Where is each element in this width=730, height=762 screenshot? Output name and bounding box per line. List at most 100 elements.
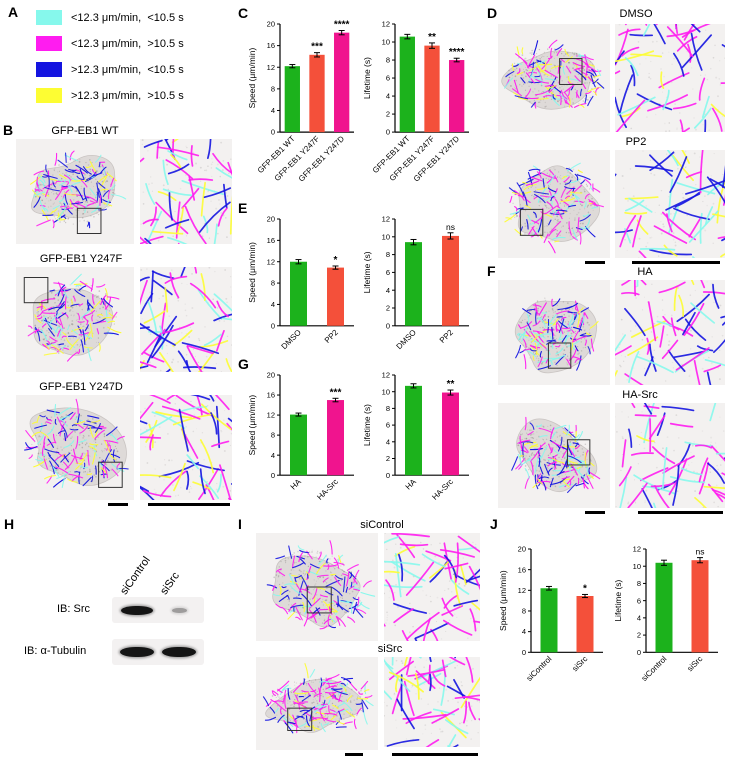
scale-bar	[392, 753, 478, 756]
micrograph-inset	[140, 395, 232, 500]
svg-text:DMSO: DMSO	[280, 328, 303, 351]
lifetime-bar-chart: 0 2 4 6 8 10 12 Lifetime (s) DMSO ns PP2	[361, 205, 475, 355]
micrograph	[498, 150, 610, 258]
svg-text:PP2: PP2	[438, 327, 455, 344]
speed-bar-chart: 0 4 8 12 16 20 Speed (μm/min) HA *** HA-Src	[246, 361, 360, 513]
svg-text:8: 8	[386, 404, 390, 413]
micrograph-svg	[615, 150, 725, 258]
micrograph-svg	[256, 657, 378, 750]
lifetime-bar-chart: 0 2 4 6 8 10 12 Lifetime (s) HA ** HA-Src	[361, 361, 475, 513]
bar-chart-svg: 0 2 4 6 8 10 12 Lifetime (s) HA ** HA-Src	[362, 371, 469, 502]
micrograph-svg	[615, 403, 725, 508]
svg-text:8: 8	[522, 607, 526, 616]
svg-text:20: 20	[267, 371, 275, 380]
micrograph-svg	[498, 280, 610, 385]
blot-band	[162, 647, 197, 657]
svg-text:Lifetime (s): Lifetime (s)	[362, 251, 372, 293]
svg-text:HA: HA	[289, 477, 304, 492]
svg-text:0: 0	[386, 471, 390, 480]
svg-text:6: 6	[637, 596, 641, 605]
micrograph-inset	[140, 139, 232, 244]
legend-swatch-cyan	[36, 10, 62, 25]
svg-text:Speed (μm/min): Speed (μm/min)	[498, 570, 508, 631]
svg-text:PP2: PP2	[323, 327, 340, 344]
speed-bar-chart: 0 4 8 12 16 20 Speed (μm/min) siControl * siSrc	[497, 535, 609, 703]
svg-text:siSrc: siSrc	[685, 654, 704, 673]
micrograph-inset	[615, 280, 725, 385]
svg-text:Lifetime (s): Lifetime (s)	[362, 57, 372, 99]
svg-text:Lifetime (s): Lifetime (s)	[362, 404, 372, 446]
svg-text:10: 10	[382, 38, 390, 47]
svg-text:12: 12	[633, 545, 641, 554]
panel-label-d: D	[487, 5, 498, 21]
svg-text:*: *	[334, 255, 338, 266]
svg-text:2: 2	[386, 304, 390, 313]
svg-text:4: 4	[271, 451, 275, 460]
bar-chart-svg: 0 2 4 6 8 10 12 Lifetime (s) DMSO ns PP2	[362, 215, 469, 351]
svg-text:10: 10	[382, 387, 390, 396]
micrograph-svg	[256, 533, 378, 641]
micrograph-inset	[615, 403, 725, 508]
svg-text:***: ***	[330, 387, 342, 398]
svg-text:0: 0	[637, 648, 641, 657]
micrograph-inset	[615, 24, 725, 132]
scale-bar	[638, 511, 723, 514]
svg-text:16: 16	[267, 41, 275, 50]
blot-row-label: IB: Src	[57, 603, 91, 615]
svg-text:GFP-EB1 Y247D: GFP-EB1 Y247D	[412, 134, 461, 183]
micrograph	[498, 24, 610, 132]
scale-bar	[108, 503, 128, 506]
svg-text:8: 8	[271, 431, 275, 440]
micrograph-svg	[384, 533, 480, 641]
micrograph	[256, 533, 378, 641]
svg-text:HA-Src: HA-Src	[430, 477, 455, 502]
svg-text:4: 4	[637, 613, 641, 622]
svg-text:**: **	[428, 32, 436, 43]
svg-text:ns: ns	[446, 222, 455, 232]
micrograph-label: GFP-EB1 Y247D	[39, 381, 123, 393]
panel-label-b: B	[3, 122, 14, 138]
svg-text:2: 2	[386, 454, 390, 463]
svg-text:0: 0	[271, 471, 275, 480]
svg-text:0: 0	[522, 648, 526, 657]
svg-text:4: 4	[271, 300, 275, 309]
legend-label: <12.3 μm/min, <10.5 s	[71, 11, 184, 24]
panel-label-g: G	[238, 356, 249, 372]
panel-label-f: F	[487, 263, 496, 279]
svg-text:4: 4	[386, 92, 390, 101]
micrograph	[16, 395, 134, 500]
micrograph	[256, 657, 378, 750]
legend-item: <12.3 μm/min, <10.5 s	[36, 10, 184, 25]
micrograph-svg	[498, 150, 610, 258]
blot-band	[171, 607, 187, 613]
blot-lane-label: siSrc	[158, 570, 183, 597]
svg-text:Speed (μm/min): Speed (μm/min)	[247, 48, 257, 109]
micrograph-inset	[384, 533, 480, 641]
svg-text:20: 20	[267, 215, 275, 224]
svg-text:ns: ns	[696, 547, 705, 557]
svg-text:6: 6	[386, 268, 390, 277]
svg-text:20: 20	[518, 545, 526, 554]
svg-text:****: ****	[449, 47, 465, 58]
svg-text:2: 2	[637, 631, 641, 640]
svg-text:8: 8	[637, 579, 641, 588]
svg-text:16: 16	[267, 236, 275, 245]
panel-label-a: A	[8, 4, 19, 20]
lifetime-bar-chart: 0 2 4 6 8 10 12 Lifetime (s) GFP-EB1 WT ** GFP-EB1…	[361, 10, 475, 200]
legend-label: <12.3 μm/min, >10.5 s	[71, 37, 184, 50]
micrograph	[498, 280, 610, 385]
bar-chart-svg: 0 4 8 12 16 20 Speed (μm/min) siControl * siSrc	[498, 545, 603, 683]
svg-text:12: 12	[518, 586, 526, 595]
legend-item: <12.3 μm/min, >10.5 s	[36, 36, 184, 51]
micrograph-label: siControl	[360, 519, 404, 531]
svg-text:0: 0	[386, 128, 390, 137]
svg-text:16: 16	[267, 391, 275, 400]
svg-text:12: 12	[267, 411, 275, 420]
micrograph-svg	[140, 139, 232, 244]
bar-chart-svg: 0 2 4 6 8 10 12 Lifetime (s) siControl ns siSrc	[613, 545, 718, 683]
scale-bar	[632, 261, 720, 264]
micrograph-svg	[615, 24, 725, 132]
micrograph-svg	[140, 395, 232, 500]
